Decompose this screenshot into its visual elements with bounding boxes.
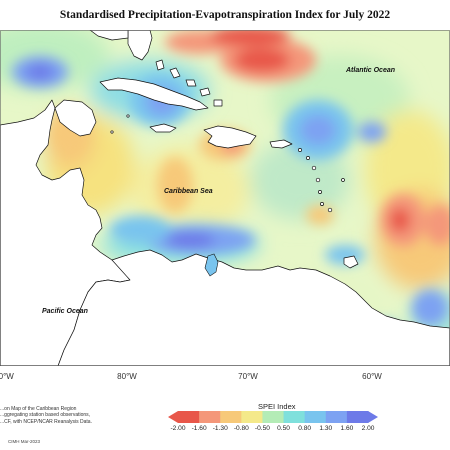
legend-colorbar [168,411,378,423]
legend-tick-label: 0.80 [298,425,312,432]
legend-tick-label: 2.00 [361,425,375,432]
caption-line: ...ggregating station based observations… [0,412,91,419]
legend-swatch [325,411,348,423]
legend-title: SPEI Index [258,402,296,411]
caption-line: ...CF, with NCEP/NCAR Reanalysis Data. [0,418,92,425]
legend-tick-label: -2.00 [170,425,186,432]
legend-swatch [304,411,327,423]
spei-map: Atlantic Ocean Caribbean Sea Pacific Oce… [0,30,450,366]
longitude-label-60w: 60°W [362,372,382,381]
legend-swatch [368,411,378,423]
atlantic-ocean-label: Atlantic Ocean [345,67,395,74]
longitude-label-70w: 70°W [238,372,258,381]
legend-tick-label: -1.30 [212,425,228,432]
legend-swatch [346,411,369,423]
legend-tick-label: -1.60 [191,425,207,432]
longitude-label-90w: 90°W [0,372,14,381]
legend-swatch [178,411,200,423]
legend-swatch [283,411,306,423]
longitude-axis: 90°W 80°W 70°W 60°W [0,372,450,384]
legend-tick-label: 1.30 [319,425,333,432]
legend-tick-label: 1.60 [340,425,354,432]
map-title: Standardised Precipitation-Evapotranspir… [59,9,391,21]
legend-tick-label: -0.80 [233,425,249,432]
legend-tick-labels: -2.00 -1.60 -1.30 -0.80 -0.50 0.50 0.80 1.30 1.6… [0,425,450,435]
legend-swatch [241,411,263,423]
longitude-label-80w: 80°W [117,372,137,381]
pacific-ocean-label: Pacific Ocean [42,308,88,315]
map-caption: ...on Map of the Caribbean Region ...ggr… [0,406,160,425]
legend-tick-label: 0.50 [277,425,290,432]
caribbean-sea-label: Caribbean Sea [164,188,213,195]
legend-swatch [168,411,178,423]
credit-text: CIMH Mar-2023 [8,439,41,444]
legend-swatch [199,411,221,423]
legend-swatch [262,411,285,423]
caption-line: ...on Map of the Caribbean Region [0,406,77,412]
legend-tick-label: -0.50 [254,425,270,432]
legend-swatch [220,411,242,423]
